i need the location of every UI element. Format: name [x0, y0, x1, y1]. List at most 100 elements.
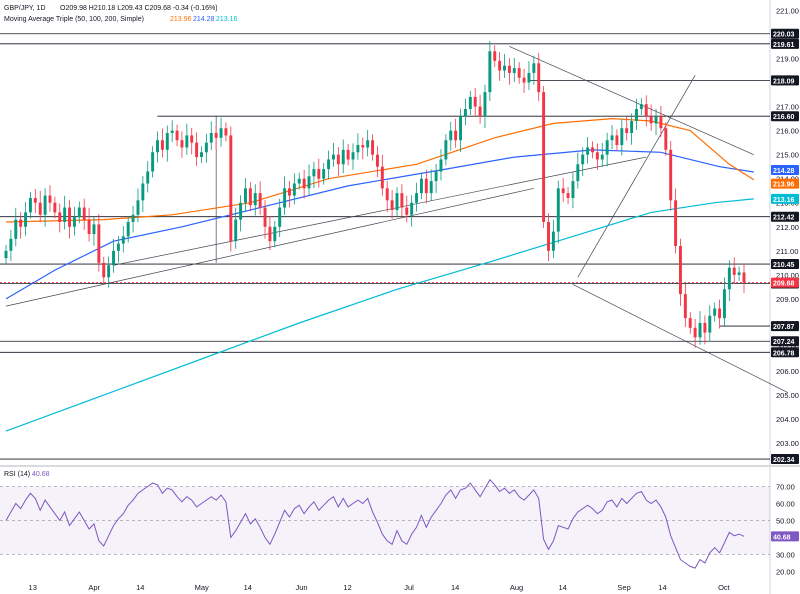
rsi-tag-label: 40.68: [773, 534, 791, 541]
candle-body: [43, 195, 47, 215]
candle-body: [322, 169, 326, 179]
candle-body: [591, 147, 594, 153]
price-tick-label: 211.00: [776, 247, 798, 256]
candle-body: [121, 236, 125, 244]
candle-body: [600, 154, 604, 160]
candle-body: [424, 178, 428, 194]
candle-body: [732, 267, 736, 275]
candle-body: [63, 207, 67, 222]
candle-body: [141, 183, 145, 201]
rsi-label: RSI (14): [4, 471, 30, 478]
candle-body: [204, 142, 208, 153]
candle-body: [737, 272, 741, 275]
candle-body: [566, 193, 570, 198]
candle-body: [68, 207, 72, 227]
level-tag-label: 219.61: [773, 42, 795, 49]
level-tag: [771, 111, 799, 122]
price-tick-label: 221.00: [776, 6, 799, 15]
candle-body: [244, 188, 247, 203]
rsi-tick-label: 30.00: [776, 551, 795, 560]
candle-body: [547, 221, 550, 251]
ma50-value: 213.96: [170, 16, 192, 23]
candle-body: [224, 128, 228, 136]
candle-body: [493, 51, 497, 61]
candle-body: [478, 106, 482, 117]
candle-body: [356, 145, 360, 153]
candle-body: [58, 212, 62, 222]
candle-body: [209, 133, 213, 143]
candle-body: [214, 133, 218, 138]
candle-body: [131, 214, 135, 222]
candle-body: [268, 226, 272, 242]
candle-body: [727, 267, 731, 290]
level-tag-label: 218.09: [773, 78, 795, 85]
rsi-tick-label: 60.00: [776, 500, 795, 509]
time-axis: 13 Apr 14 May 14 Jun 12 Jul 14 Aug 14 Sep 14 Oct: [29, 583, 731, 592]
candle-body: [498, 60, 502, 71]
candle-body: [644, 104, 648, 117]
candle-body: [669, 149, 673, 201]
ma200-value: 213.16: [216, 16, 238, 23]
candle-body: [19, 219, 23, 227]
time-tick-label: 13: [29, 583, 37, 592]
candle-body: [722, 289, 726, 319]
candle-body: [361, 145, 365, 148]
candle-body: [688, 318, 692, 328]
level-tag: [771, 28, 799, 39]
level-tag: [771, 321, 799, 332]
candle-body: [102, 262, 106, 278]
candle-body: [595, 152, 599, 160]
candle-body: [4, 250, 8, 259]
candle-body: [463, 108, 467, 117]
candle-body: [351, 152, 355, 160]
ma-tag-label: 214.28: [773, 168, 795, 175]
candle-body: [283, 188, 287, 208]
candle-body: [405, 207, 409, 215]
candle-body: [24, 212, 28, 227]
price-tick-label: 209.00: [776, 295, 799, 304]
candle-body: [537, 63, 541, 93]
candle-body: [630, 121, 634, 134]
candle-body: [112, 250, 115, 266]
candle-body: [273, 226, 277, 242]
candle-body: [312, 169, 316, 177]
indicator-label: Moving Average Triple (50, 100, 200, Sim…: [4, 16, 144, 23]
level-tag: [771, 211, 799, 222]
candle-body: [649, 116, 653, 124]
candle-body: [380, 166, 384, 189]
candle-body: [248, 188, 252, 206]
candle-body: [742, 272, 746, 283]
price-tick-label: 217.00: [776, 103, 799, 112]
candle-body: [38, 202, 42, 215]
ma-tag-label: 213.16: [773, 197, 795, 204]
candle-body: [610, 135, 614, 141]
candle-body: [297, 178, 301, 184]
candle-body: [200, 152, 203, 158]
candle-body: [542, 92, 546, 222]
candle-body: [151, 152, 155, 172]
candle-body: [429, 181, 433, 194]
candle-body: [331, 154, 335, 160]
current-price-label: 209.68: [773, 281, 795, 288]
candle-body: [683, 294, 687, 319]
rsi-tick-label: 50.00: [776, 517, 795, 526]
candle-body: [180, 140, 184, 148]
candle-body: [292, 183, 296, 196]
candle-body: [654, 116, 658, 124]
time-tick-label: Sep: [617, 583, 630, 592]
candle-body: [229, 135, 233, 242]
ma100-line: [5, 149, 754, 300]
candle-body: [522, 77, 526, 83]
candle-body: [302, 178, 306, 189]
level-tag-label: 206.78: [773, 350, 795, 357]
candle-body: [576, 164, 580, 182]
candle-body: [185, 135, 189, 148]
moving-averages: [5, 117, 755, 432]
time-tick-label: 14: [136, 583, 144, 592]
rsi-value: 40.68: [32, 471, 50, 478]
candle-body: [693, 327, 697, 338]
candle-body: [126, 221, 130, 237]
candle-body: [9, 238, 13, 251]
candle-body: [556, 188, 560, 232]
